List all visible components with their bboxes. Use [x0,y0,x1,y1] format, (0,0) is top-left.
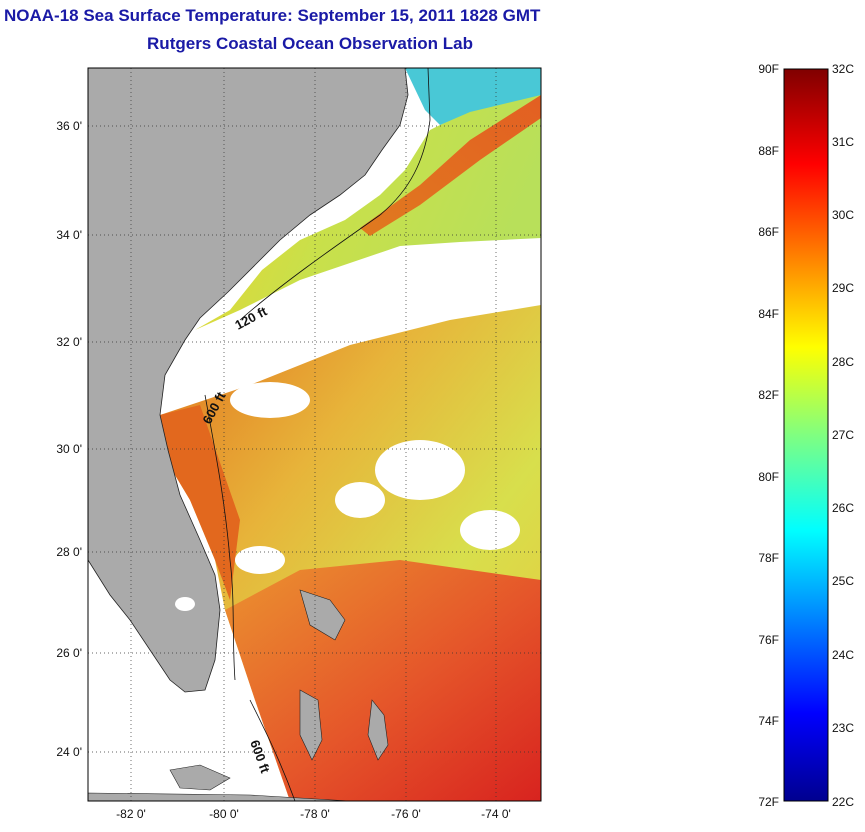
isobath-600ft-south [249,699,296,801]
colorbar-f-label: 78F [758,551,779,565]
lon-tick-label: -78 0' [300,807,330,821]
lat-tick-label: 36 0' [56,119,82,133]
colorbar-c-label: 23C [832,721,854,735]
cloud-gap [460,510,520,550]
map-title: NOAA-18 Sea Surface Temperature: Septemb… [4,6,541,25]
lon-tick-label: -76 0' [391,807,421,821]
land-bahamas [299,589,346,641]
colorbar-c-label: 28C [832,355,854,369]
colorbar-f-label: 84F [758,307,779,321]
land-bahamas [367,699,389,761]
lat-tick-label: 34 0' [56,228,82,242]
colorbar-c-label: 31C [832,135,854,149]
colorbar-c-label: 27C [832,428,854,442]
lon-tick-label: -80 0' [209,807,239,821]
lon-tick-label: -74 0' [481,807,511,821]
land-cuba [88,792,351,801]
colorbar-f-label: 72F [758,795,779,809]
lat-tick-label: 26 0' [56,646,82,660]
sst-florida-current [160,405,240,600]
cloud-gap [235,546,285,574]
colorbar-c-label: 22C [832,795,854,809]
isobath-120ft [239,68,431,321]
colorbar-f-label: 90F [758,62,779,76]
latitude-axis: 36 0' 34 0' 32 0' 30 0' 28 0' 26 0' 24 0… [56,119,82,759]
map-frame [87,67,542,802]
cloud-gap [230,382,310,418]
colorbar-f-label: 88F [758,144,779,158]
colorbar-f-label: 80F [758,470,779,484]
colorbar-celsius-labels: 32C 31C 30C 29C 28C 27C 26C 25C 24C 23C … [832,62,854,809]
lat-tick-label: 28 0' [56,545,82,559]
colorbar-c-label: 29C [832,281,854,295]
lon-tick-label: -82 0' [116,807,146,821]
colorbar-c-label: 25C [832,574,854,588]
colorbar-f-label: 86F [758,225,779,239]
lat-tick-label: 30 0' [56,442,82,456]
lake-okeechobee [175,597,195,611]
land-cuba [169,764,231,791]
sst-gulf-stream-north [360,95,541,236]
land-us-east-coast [88,68,409,693]
colorbar-fahrenheit-labels: 90F 88F 86F 84F 82F 80F 78F 76F 74F 72F [758,62,779,809]
colorbar-f-label: 74F [758,714,779,728]
longitude-axis: -82 0' -80 0' -78 0' -76 0' -74 0' [116,807,511,821]
map-subtitle: Rutgers Coastal Ocean Observation Lab [147,34,473,53]
cloud-gap [375,440,465,500]
colorbar-c-label: 26C [832,501,854,515]
lat-tick-label: 32 0' [56,335,82,349]
lat-tick-label: 24 0' [56,745,82,759]
colorbar-f-label: 82F [758,388,779,402]
cloud-gap [335,482,385,518]
map-area [88,68,541,801]
land-bahamas [299,689,323,761]
colorbar-f-label: 76F [758,633,779,647]
colorbar [783,68,829,802]
sst-cold-water [405,68,541,125]
isobath-600ft [204,394,236,681]
colorbar-c-label: 30C [832,208,854,222]
sst-swath-north [195,90,541,330]
colorbar-c-label: 32C [832,62,854,76]
colorbar-c-label: 24C [832,648,854,662]
